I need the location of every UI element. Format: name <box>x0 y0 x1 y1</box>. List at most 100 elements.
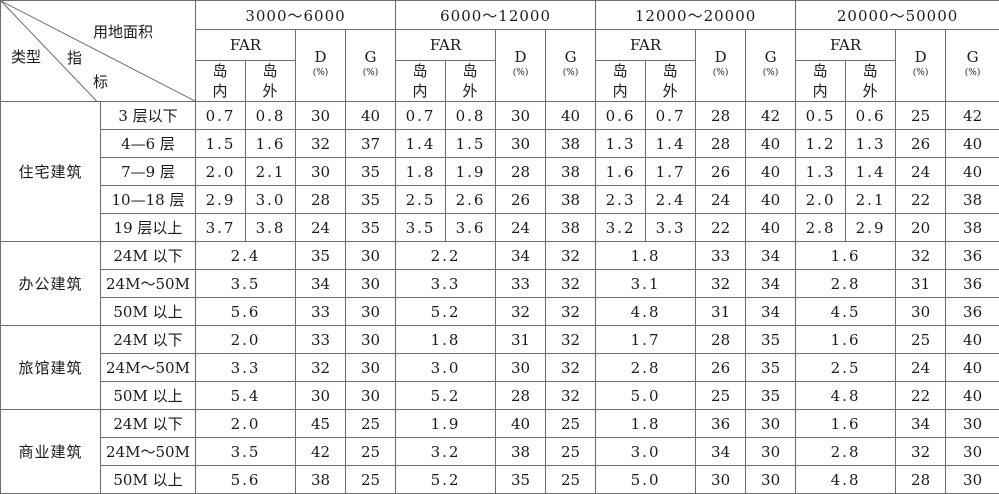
d-unit: (%) <box>896 67 945 80</box>
area-range-header: 12000～20000 <box>596 1 796 30</box>
g-value: 30 <box>346 242 396 270</box>
g-value: 30 <box>346 298 396 326</box>
area-range-header: 3000～6000 <box>196 1 396 30</box>
island-outside-char-1: 岛 <box>646 61 695 81</box>
g-value: 34 <box>746 270 796 298</box>
d-value: 24 <box>896 158 946 186</box>
far-value: 5.6 <box>196 298 296 326</box>
category-cell: 办公建筑 <box>1 242 101 326</box>
row-label: 4—6 层 <box>101 130 196 158</box>
row-label: 7—9 层 <box>101 158 196 186</box>
d-value: 32 <box>296 354 346 382</box>
island-outside-char-2: 外 <box>246 81 295 101</box>
far-header: FAR <box>396 30 496 61</box>
g-value: 25 <box>546 438 596 466</box>
far-value: 1.7 <box>596 326 696 354</box>
g-value: 36 <box>946 270 999 298</box>
g-value: 38 <box>546 214 596 242</box>
g-value: 40 <box>746 130 796 158</box>
d-value: 33 <box>296 326 346 354</box>
d-value: 28 <box>296 186 346 214</box>
far-value: 4.8 <box>796 382 896 410</box>
far-value: 1.8 <box>596 410 696 438</box>
far-value: 2.8 <box>796 270 896 298</box>
g-value: 38 <box>546 158 596 186</box>
island-outside-char-2: 外 <box>446 81 495 101</box>
row-label: 19 层以上 <box>101 214 196 242</box>
d-value: 25 <box>696 382 746 410</box>
island-inside-char-2: 内 <box>796 81 845 101</box>
far-value: 3.5 <box>196 270 296 298</box>
d-value: 24 <box>896 354 946 382</box>
far-value: 2.8 <box>596 354 696 382</box>
island-inside-char-2: 内 <box>396 81 445 101</box>
far-island-outside-value: 2.4 <box>646 186 696 214</box>
d-value: 30 <box>296 382 346 410</box>
g-value: 35 <box>346 186 396 214</box>
corner-header-cell: 用地面积 指 标 类型 <box>1 1 196 102</box>
d-value: 42 <box>296 438 346 466</box>
far-island-outside-value: 2.6 <box>446 186 496 214</box>
d-value: 45 <box>296 410 346 438</box>
d-value: 26 <box>496 186 546 214</box>
far-island-inside-value: 1.6 <box>596 158 646 186</box>
far-value: 5.6 <box>196 466 296 494</box>
d-header: D(%) <box>896 30 946 102</box>
indicator-label-1: 指 <box>67 47 82 68</box>
far-island-outside-value: 3.6 <box>446 214 496 242</box>
far-value: 5.4 <box>196 382 296 410</box>
island-outside-header: 岛外 <box>846 61 896 102</box>
d-value: 22 <box>896 382 946 410</box>
d-value: 24 <box>496 214 546 242</box>
far-value: 5.2 <box>396 466 496 494</box>
g-value: 25 <box>546 410 596 438</box>
far-island-inside-value: 1.8 <box>396 158 446 186</box>
far-value: 4.5 <box>796 298 896 326</box>
d-value: 34 <box>496 242 546 270</box>
far-island-inside-value: 1.3 <box>596 130 646 158</box>
g-label: G <box>765 48 777 66</box>
far-island-outside-value: 2.9 <box>846 214 896 242</box>
island-inside-char-1: 岛 <box>596 61 645 81</box>
d-value: 30 <box>496 130 546 158</box>
far-island-inside-value: 2.8 <box>796 214 846 242</box>
far-value: 3.0 <box>596 438 696 466</box>
far-header: FAR <box>196 30 296 61</box>
d-value: 38 <box>296 466 346 494</box>
g-value: 30 <box>346 326 396 354</box>
far-island-inside-value: 1.5 <box>196 130 246 158</box>
g-value: 37 <box>346 130 396 158</box>
indicator-label-2: 标 <box>93 71 108 92</box>
far-value: 2.2 <box>396 242 496 270</box>
far-island-inside-value: 3.5 <box>396 214 446 242</box>
d-value: 31 <box>496 326 546 354</box>
d-label: D <box>314 48 326 66</box>
far-value: 1.6 <box>796 242 896 270</box>
g-value: 40 <box>946 382 999 410</box>
d-unit: (%) <box>296 67 345 80</box>
d-value: 31 <box>696 298 746 326</box>
far-island-outside-value: 0.8 <box>446 102 496 130</box>
d-label: D <box>515 48 527 66</box>
island-inside-header: 岛内 <box>196 61 246 102</box>
d-value: 32 <box>896 438 946 466</box>
g-value: 30 <box>946 438 999 466</box>
g-value: 36 <box>946 298 999 326</box>
row-label: 24M 以下 <box>101 326 196 354</box>
far-island-outside-value: 1.4 <box>846 158 896 186</box>
category-cell: 旅馆建筑 <box>1 326 101 410</box>
g-value: 30 <box>346 354 396 382</box>
far-value: 4.8 <box>596 298 696 326</box>
far-value: 3.0 <box>396 354 496 382</box>
far-island-outside-value: 0.7 <box>646 102 696 130</box>
g-value: 32 <box>546 354 596 382</box>
